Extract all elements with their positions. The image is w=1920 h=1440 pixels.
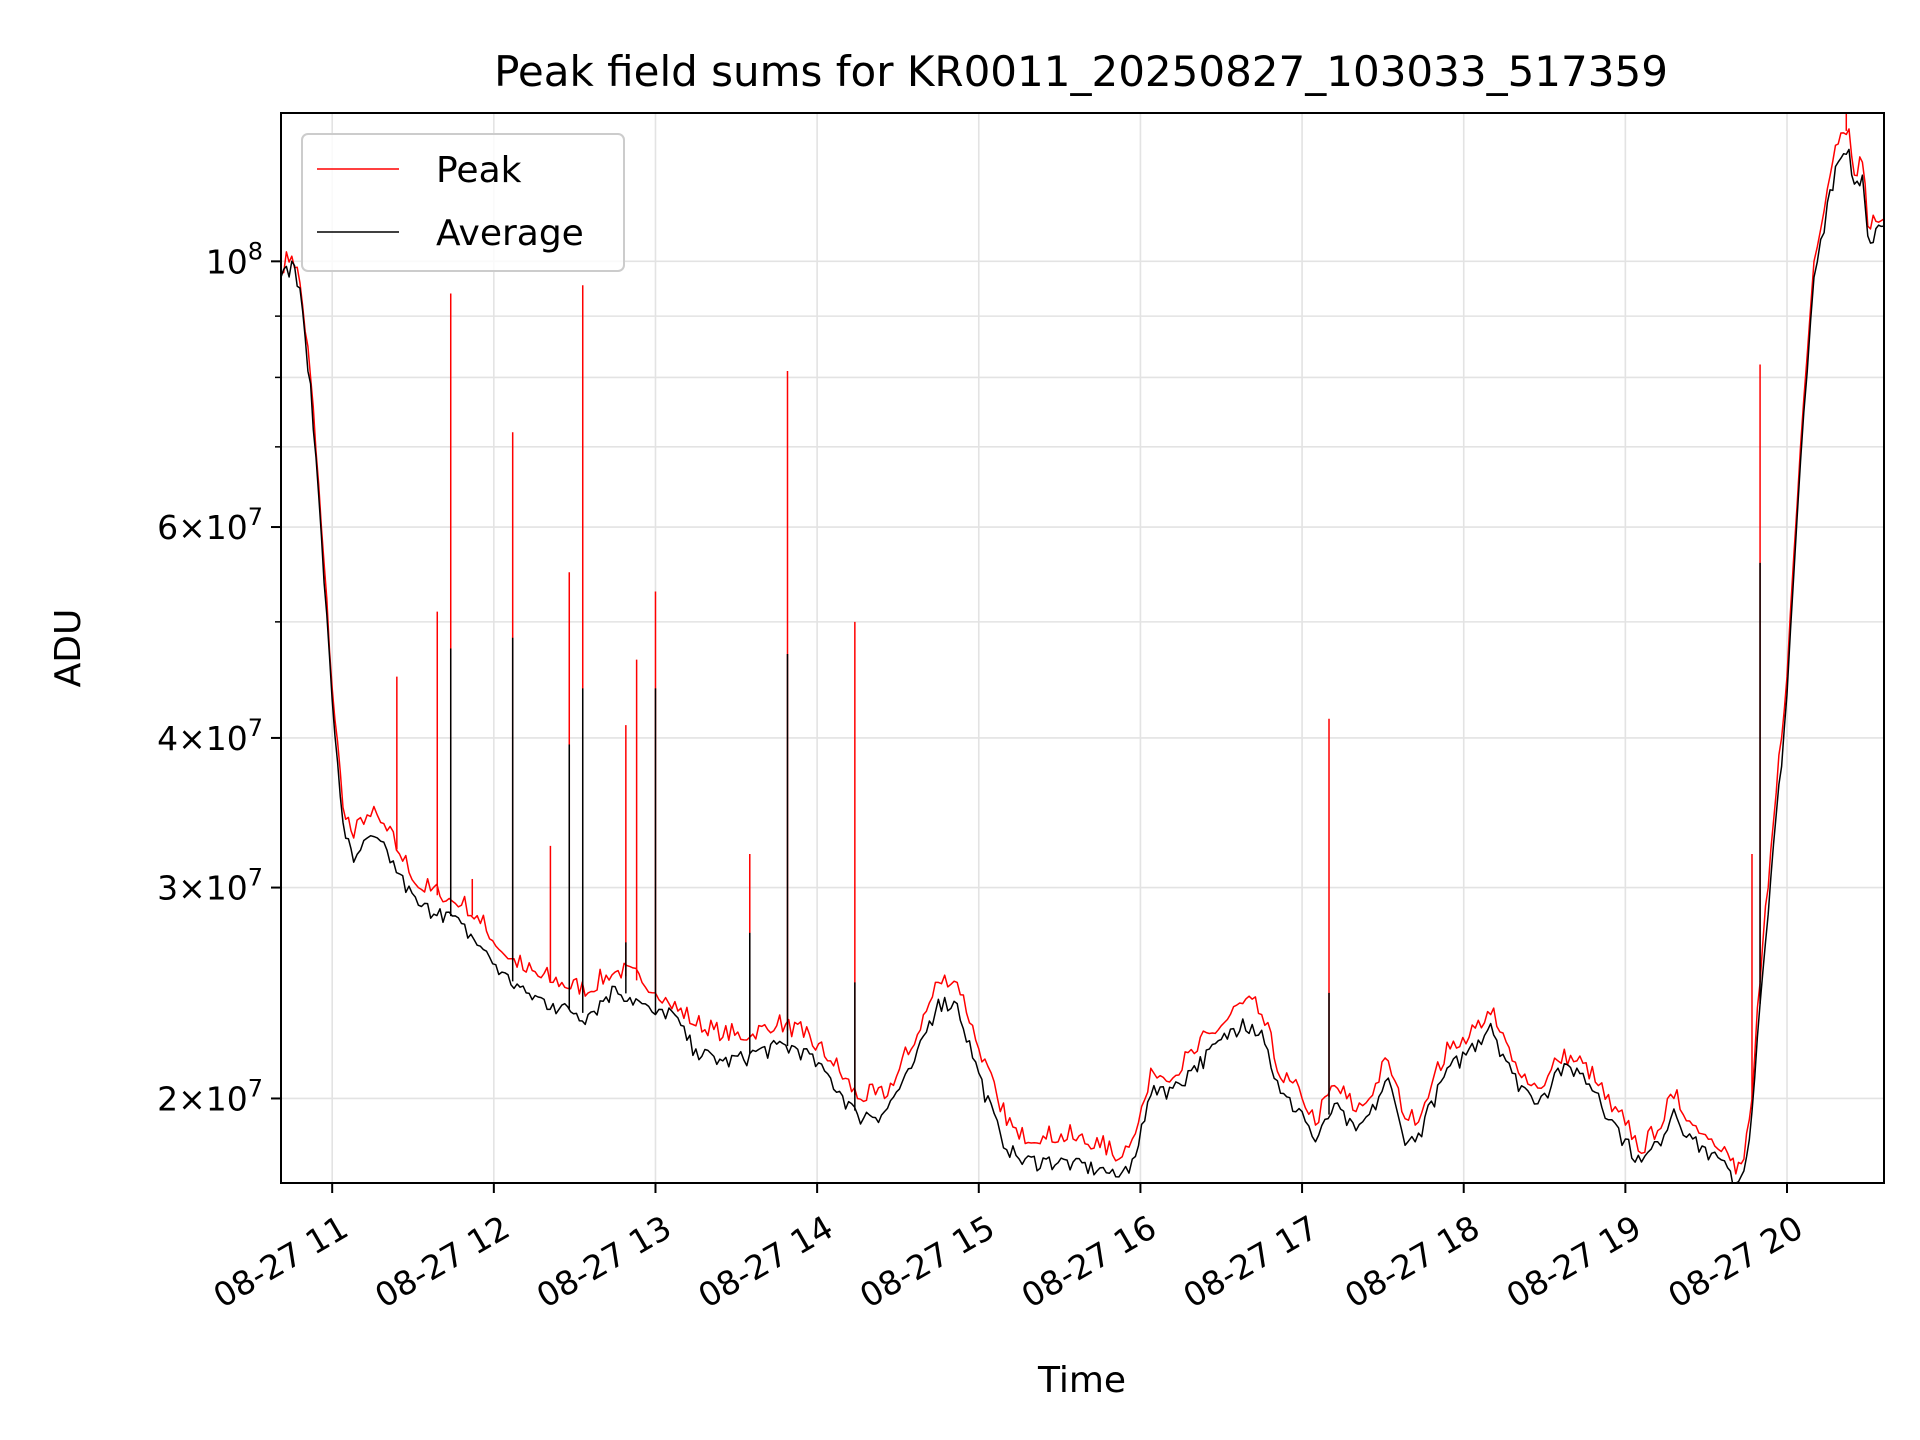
series-layer: [281, 113, 1884, 1183]
legend-label-peak: Peak: [436, 150, 522, 191]
series-line-average: [281, 148, 1884, 1183]
gridlines: [281, 113, 1884, 1183]
series-line-peak: [281, 128, 1884, 1175]
y-tick-label: 3×107: [157, 864, 263, 908]
plot-area: [281, 113, 1884, 1183]
y-tick-label: 6×107: [157, 503, 263, 547]
y-tick-label: 2×107: [157, 1074, 263, 1118]
y-tick-label: 4×107: [157, 714, 263, 758]
y-axis: 108 6×107 4×107 3×107 2×107: [157, 237, 281, 1118]
legend-label-average: Average: [436, 213, 584, 254]
x-axis-label: Time: [1037, 1360, 1126, 1401]
plot-frame: [280, 112, 1885, 1184]
y-tick-label: 108: [206, 237, 263, 281]
legend: Peak Average: [301, 133, 625, 272]
chart-title: Peak field sums for KR0011_20250827_1030…: [494, 47, 1668, 96]
y-axis-label: ADU: [48, 609, 89, 688]
